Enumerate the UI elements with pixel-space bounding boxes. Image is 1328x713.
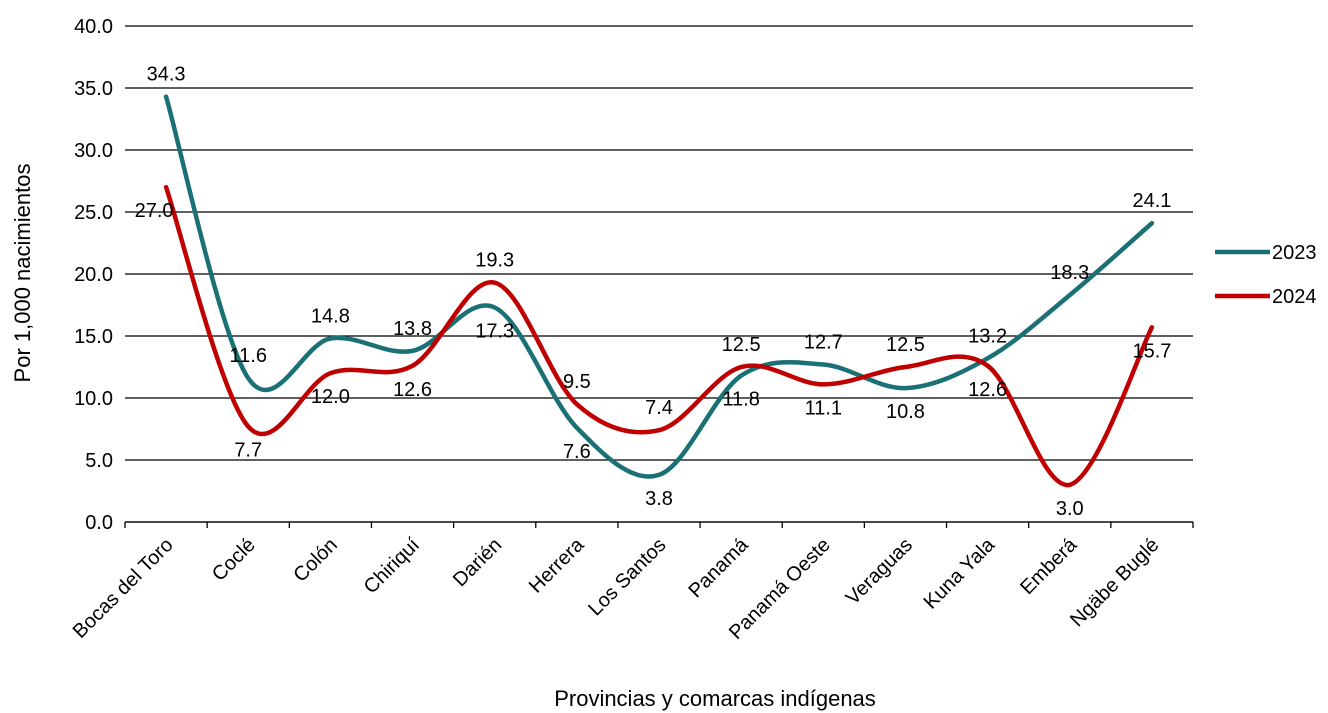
- data-label: 12.6: [393, 379, 432, 401]
- y-tick-label: 40.0: [74, 16, 113, 38]
- data-label: 14.8: [311, 305, 350, 327]
- data-label: 24.1: [1132, 190, 1171, 212]
- series-lines: [163, 94, 1155, 488]
- y-tick-label: 20.0: [74, 264, 113, 286]
- legend-label-2023: 2023: [1272, 242, 1317, 264]
- data-labels: 34.3 11.6 14.8 13.8 17.3 7.6 3.8 11.8 12.7 10.8 13…: [135, 64, 1172, 520]
- data-label: 3.8: [645, 488, 673, 510]
- data-label: 18.3: [1050, 262, 1089, 284]
- y-tick-label: 5.0: [85, 450, 113, 472]
- data-label: 15.7: [1132, 340, 1171, 362]
- data-label: 12.6: [968, 379, 1007, 401]
- y-tick-label: 25.0: [74, 202, 113, 224]
- data-label: 17.3: [475, 320, 514, 342]
- data-label: 27.0: [135, 200, 174, 222]
- y-tick-label: 10.0: [74, 388, 113, 410]
- x-tick-label: Chiriquí: [360, 534, 425, 599]
- legend: 2023 2024: [1215, 242, 1317, 308]
- y-tick-label: 15.0: [74, 326, 113, 348]
- data-label: 12.0: [311, 386, 350, 408]
- y-tick-label: 0.0: [85, 512, 113, 534]
- data-label: 34.3: [147, 64, 186, 86]
- x-tick-label: Panamá: [684, 533, 753, 602]
- x-tick-label: Emberá: [1016, 533, 1082, 599]
- data-label: 7.7: [234, 440, 262, 462]
- x-tick-label: Kuna Yala: [920, 533, 1000, 613]
- data-label: 12.7: [804, 332, 843, 354]
- y-axis-label: Por 1,000 nacimientos: [10, 164, 35, 383]
- legend-label-2024: 2024: [1272, 286, 1317, 308]
- data-label: 12.5: [886, 334, 925, 356]
- y-tick-label: 35.0: [74, 78, 113, 100]
- x-axis: Bocas del Toro Coclé Colón Chiriquí Darién He…: [69, 521, 1194, 644]
- x-tick-label: Coclé: [208, 534, 260, 586]
- x-tick-label: Colón: [289, 534, 342, 587]
- data-label: 11.1: [805, 397, 842, 419]
- x-tick-label: Los Santos: [584, 534, 670, 620]
- data-label: 12.5: [722, 334, 761, 356]
- x-tick-label: Herrera: [525, 533, 589, 597]
- series-line-2023: [163, 94, 1155, 479]
- x-tick-label: Darién: [449, 534, 506, 591]
- x-axis-label: Provincias y comarcas indígenas: [554, 686, 876, 711]
- data-label: 3.0: [1056, 498, 1084, 520]
- data-label: 11.8: [722, 389, 759, 411]
- data-label: 13.2: [968, 325, 1007, 347]
- x-tick-label: Bocas del Toro: [69, 534, 178, 643]
- y-axis-ticks: 0.0 5.0 10.0 15.0 20.0 25.0 30.0 35.0 40.0: [74, 16, 113, 534]
- y-tick-label: 30.0: [74, 140, 113, 162]
- data-label: 11.6: [230, 345, 267, 367]
- data-label: 13.8: [393, 318, 432, 340]
- data-label: 19.3: [475, 250, 514, 272]
- series-line-2024: [163, 184, 1155, 488]
- data-label: 7.6: [563, 441, 591, 463]
- x-tick-label: Veraguas: [842, 534, 917, 609]
- data-label: 9.5: [563, 371, 591, 393]
- data-label: 10.8: [886, 401, 925, 423]
- x-tick-label: Ngäbe Buglé: [1066, 534, 1163, 631]
- data-label: 7.4: [645, 397, 673, 419]
